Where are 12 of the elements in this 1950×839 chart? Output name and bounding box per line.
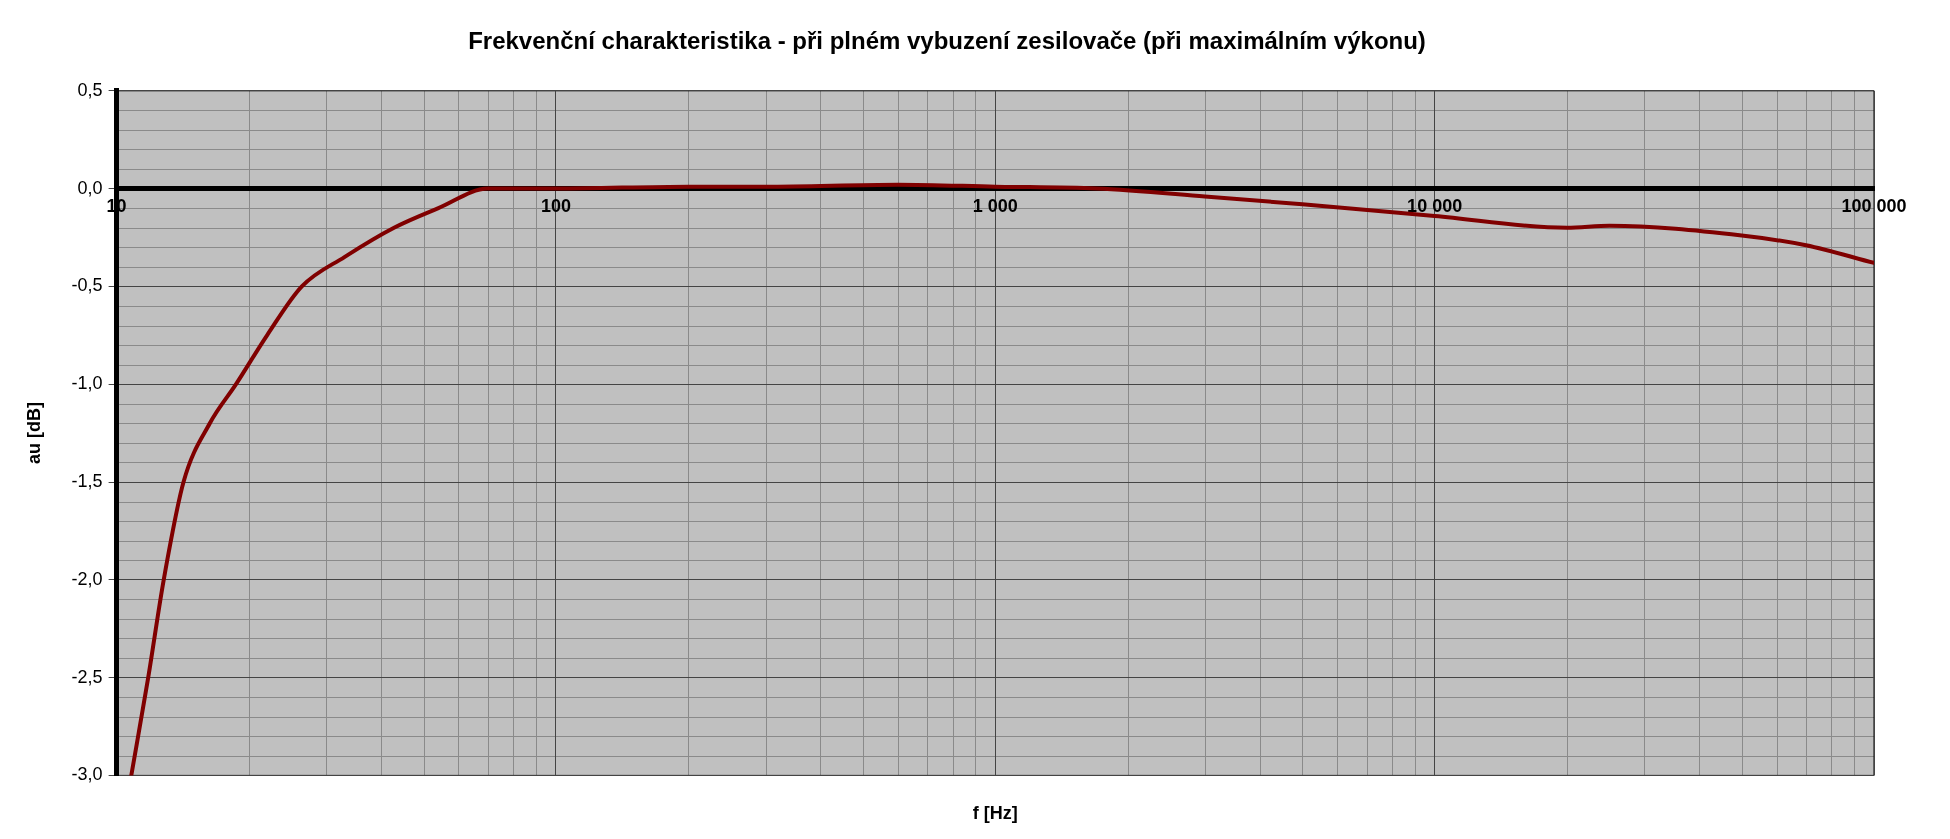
- y-tick-label: -0,5: [71, 275, 103, 296]
- y-tick-label: -1,5: [71, 470, 103, 491]
- y-tick-label: -1,0: [71, 373, 103, 394]
- y-tick-label: 0,5: [77, 79, 103, 100]
- x-axis-title: f [Hz]: [972, 803, 1018, 824]
- y-tick-label: -2,5: [71, 666, 103, 687]
- chart-title: Frekvenční charakteristika - při plném vybuzení zesilovače (při maximálním výkonu): [468, 27, 1426, 55]
- y-tick-label: -2,0: [71, 568, 103, 589]
- y-tick-label: -3,0: [71, 764, 103, 785]
- y-axis-title: au [dB]: [23, 402, 44, 465]
- x-tick-label: 100 000: [1841, 196, 1907, 217]
- y-tick-label: 0,0: [77, 177, 103, 198]
